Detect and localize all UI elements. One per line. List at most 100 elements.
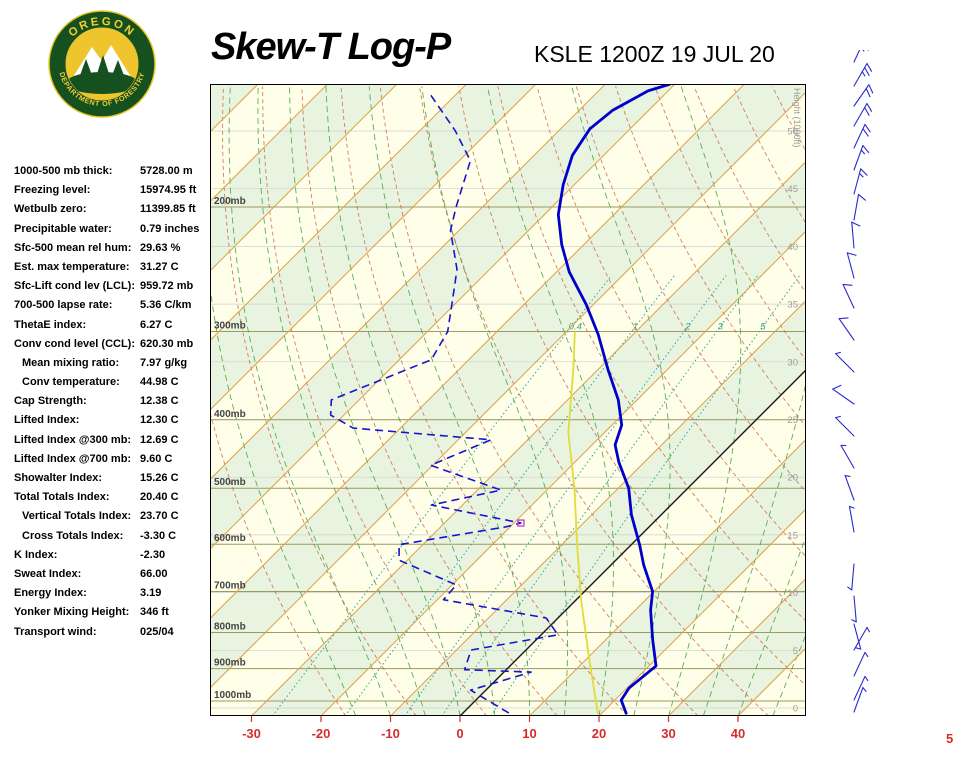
index-label: ThetaE index: xyxy=(14,318,87,331)
index-row: Lifted Index @700 mb: 9.60 C xyxy=(14,453,216,472)
index-row: Precipitable water: 0.79 inches xyxy=(14,223,216,242)
height-label: 20 xyxy=(787,473,798,484)
wind-barb xyxy=(853,102,873,127)
index-row: Sweat Index: 66.00 xyxy=(14,568,216,587)
index-row: 700-500 lapse rate: 5.36 C/km xyxy=(14,299,216,318)
index-value: 0.79 inches xyxy=(140,222,200,235)
height-label: 0 xyxy=(793,704,798,715)
wind-barb xyxy=(853,84,874,107)
mixing-ratio-label: 1 xyxy=(633,321,638,332)
temperature-tick-label: 30 xyxy=(661,726,675,741)
index-value: 3.19 xyxy=(140,587,162,600)
pressure-labels: 200mb 300mb 400mb 500mb 600mb 700mb 800mb 900mb… xyxy=(214,196,251,701)
index-value: 15.26 C xyxy=(140,472,179,484)
index-label: Energy Index: xyxy=(14,587,87,600)
index-label: Precipitable water: xyxy=(14,222,112,235)
index-label: Total Totals Index: xyxy=(14,491,110,504)
index-row: Lifted Index @300 mb: 12.69 C xyxy=(14,434,216,453)
odf-logo: OREGON DEPARTMENT OF FORESTRY xyxy=(48,10,156,118)
wind-barb xyxy=(832,384,855,405)
temperature-tick-label: 0 xyxy=(456,726,463,741)
index-value: 12.69 C xyxy=(140,433,179,446)
height-label: 45 xyxy=(787,184,798,195)
lcl-marker xyxy=(517,519,525,527)
zero-isotherm xyxy=(459,369,806,716)
index-row: Showalter Index: 15.26 C xyxy=(14,472,216,491)
logo-tree-icon xyxy=(111,60,125,78)
wind-barb xyxy=(853,687,867,713)
wind-barb xyxy=(842,283,855,309)
height-label: 50 xyxy=(787,127,798,138)
index-row: Sfc-500 mean rel hum: 29.63 % xyxy=(14,242,216,261)
page-title: Skew-T Log-P xyxy=(211,26,451,68)
wind-barb xyxy=(853,623,862,650)
wind-barb xyxy=(853,168,868,195)
temperature-tick-label: 40 xyxy=(731,726,745,741)
index-row: Yonker Mixing Height: 346 ft xyxy=(14,606,216,625)
pressure-label: 300mb xyxy=(214,320,246,331)
index-value: 11399.85 ft xyxy=(140,203,196,216)
index-label: Conv temperature: xyxy=(22,376,120,389)
temperature-tick-label: 20 xyxy=(592,726,606,741)
index-label: Vertical Totals Index: xyxy=(22,510,132,523)
index-value: 29.63 % xyxy=(140,241,181,254)
index-row: Freezing level: 15974.95 ft xyxy=(14,184,216,203)
mixing-ratio-label: 3 xyxy=(718,321,724,332)
index-label: Lifted Index @700 mb: xyxy=(14,452,132,465)
height-label: 15 xyxy=(787,530,798,541)
wind-barb xyxy=(853,50,869,63)
index-label: Lifted Index: xyxy=(14,414,80,427)
index-label: Mean mixing ratio: xyxy=(22,356,120,369)
index-row: Cross Totals Index: -3.30 C xyxy=(14,530,216,549)
index-row: Lifted Index: 12.30 C xyxy=(14,414,216,433)
skewt-chart: 0.4 1 2 3 5200mb300mb400mb500mb600mb700mb800… xyxy=(210,84,806,741)
index-label: Showalter Index: xyxy=(14,472,103,484)
dewpoint-trace xyxy=(329,94,559,714)
index-label: Cross Totals Index: xyxy=(22,529,124,542)
pressure-label: 800mb xyxy=(214,622,246,633)
index-label: Freezing level: xyxy=(14,184,91,197)
sounding-indices-panel: 1000-500 mb thick: 5728.00 m Freezing leve… xyxy=(14,165,216,645)
index-row: Transport wind: 025/04 xyxy=(14,626,216,645)
height-label: 5 xyxy=(793,646,798,657)
pressure-label: 500mb xyxy=(214,477,246,488)
height-label: 25 xyxy=(787,415,798,426)
index-row: Mean mixing ratio: 7.97 g/kg xyxy=(14,357,216,376)
parcel-curve xyxy=(567,331,599,715)
wind-barb xyxy=(853,675,869,701)
index-value: -2.30 xyxy=(140,548,166,561)
index-row: Est. max temperature: 31.27 C xyxy=(14,261,216,280)
skewt-plot-area: 0.4 1 2 3 5 xyxy=(210,84,806,716)
station-date-label: KSLE 1200Z 19 JUL 20 xyxy=(534,41,775,67)
wind-barb xyxy=(835,351,855,373)
height-axis-title: Height (1000ft) xyxy=(792,88,802,148)
index-label: Sfc-Lift cond lev (LCL): xyxy=(14,280,135,293)
index-value: 66.00 xyxy=(140,567,168,580)
index-row: Total Totals Index: 20.40 C xyxy=(14,491,216,510)
index-label: Lifted Index @300 mb: xyxy=(14,433,132,446)
height-label: 35 xyxy=(787,300,798,311)
index-label: Yonker Mixing Height: xyxy=(14,606,130,619)
index-label: Wetbulb zero: xyxy=(14,203,87,216)
height-label: 10 xyxy=(787,588,798,599)
index-label: K Index: xyxy=(14,548,58,561)
x-axis-edge-label: 5 xyxy=(946,731,954,746)
index-value: 44.98 C xyxy=(140,376,179,389)
index-value: 620.30 mb xyxy=(140,337,194,350)
index-value: 5.36 C/km xyxy=(140,299,192,312)
index-label: Est. max temperature: xyxy=(14,260,130,273)
index-value: 23.70 C xyxy=(140,510,179,523)
wind-barb xyxy=(838,317,855,341)
index-value: 7.97 g/kg xyxy=(140,356,188,369)
temperature-tick-label: -10 xyxy=(381,726,400,741)
index-label: Conv cond level (CCL): xyxy=(14,337,136,350)
index-label: Sweat Index: xyxy=(14,567,82,580)
wind-barb xyxy=(853,626,871,651)
pressure-label: 200mb xyxy=(214,196,246,207)
index-label: Sfc-500 mean rel hum: xyxy=(14,241,132,254)
mixing-ratio-label: 0.4 xyxy=(569,321,582,332)
index-value: 12.30 C xyxy=(140,414,179,427)
logo-tree-icon xyxy=(79,59,93,78)
wind-barb xyxy=(853,123,871,149)
